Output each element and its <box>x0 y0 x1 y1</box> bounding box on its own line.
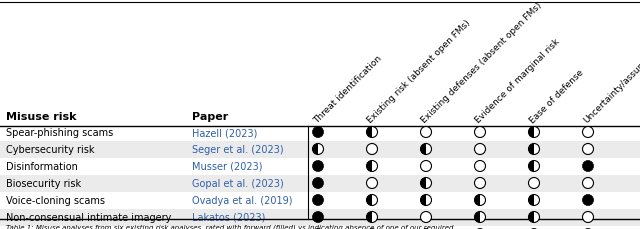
Circle shape <box>582 127 593 138</box>
Wedge shape <box>367 127 372 138</box>
Circle shape <box>420 178 431 189</box>
Wedge shape <box>529 195 534 206</box>
Wedge shape <box>367 212 372 223</box>
Text: Uncertainty/assumption: Uncertainty/assumption <box>582 42 640 124</box>
Text: Ease of defense: Ease of defense <box>527 67 585 124</box>
Circle shape <box>474 195 486 206</box>
Wedge shape <box>420 178 426 189</box>
Text: Paper: Paper <box>192 112 228 121</box>
Circle shape <box>474 178 486 189</box>
Circle shape <box>529 195 540 206</box>
Circle shape <box>529 212 540 223</box>
Circle shape <box>582 212 593 223</box>
Wedge shape <box>474 212 480 223</box>
Wedge shape <box>529 144 534 155</box>
Circle shape <box>420 212 431 223</box>
Text: Disinformation: Disinformation <box>6 161 78 171</box>
Circle shape <box>312 178 323 189</box>
Circle shape <box>529 144 540 155</box>
Text: Spear-phishing scams: Spear-phishing scams <box>6 128 113 137</box>
Circle shape <box>420 195 431 206</box>
Text: Gopal et al. (2023): Gopal et al. (2023) <box>192 178 284 188</box>
Text: Musser (2023): Musser (2023) <box>192 161 262 171</box>
Wedge shape <box>312 144 318 155</box>
Circle shape <box>474 144 486 155</box>
Text: Existing defenses (absent open FMs): Existing defenses (absent open FMs) <box>420 1 543 124</box>
Bar <box>0 175 640 192</box>
Circle shape <box>582 161 593 172</box>
Circle shape <box>420 127 431 138</box>
Circle shape <box>420 144 431 155</box>
Circle shape <box>367 144 378 155</box>
Text: Existing risk (absent open FMs): Existing risk (absent open FMs) <box>365 18 472 124</box>
Text: Misuse risk: Misuse risk <box>6 112 77 121</box>
Wedge shape <box>474 195 480 206</box>
Wedge shape <box>420 144 426 155</box>
Circle shape <box>367 127 378 138</box>
Wedge shape <box>367 195 372 206</box>
Circle shape <box>582 178 593 189</box>
Wedge shape <box>529 212 534 223</box>
Text: Voice-cloning scams: Voice-cloning scams <box>6 195 105 205</box>
Circle shape <box>474 161 486 172</box>
Circle shape <box>367 178 378 189</box>
Text: Lakatos (2023): Lakatos (2023) <box>192 212 266 222</box>
Bar <box>0 209 640 226</box>
Circle shape <box>367 161 378 172</box>
Wedge shape <box>367 161 372 172</box>
Text: Cybersecurity risk: Cybersecurity risk <box>6 144 95 154</box>
Circle shape <box>420 161 431 172</box>
Text: Non-consensual intimate imagery: Non-consensual intimate imagery <box>6 212 172 222</box>
Circle shape <box>529 161 540 172</box>
Circle shape <box>312 195 323 206</box>
Circle shape <box>582 195 593 206</box>
Bar <box>0 141 640 158</box>
Text: Table 1: Misuse analyses from six existing risk analyses, rated with forward (fi: Table 1: Misuse analyses from six existi… <box>6 223 454 229</box>
Circle shape <box>529 178 540 189</box>
Wedge shape <box>529 161 534 172</box>
Text: Evidence of marginal risk: Evidence of marginal risk <box>474 37 561 124</box>
Text: Ovadya et al. (2019): Ovadya et al. (2019) <box>192 195 292 205</box>
Wedge shape <box>529 127 534 138</box>
Text: Seger et al. (2023): Seger et al. (2023) <box>192 144 284 154</box>
Circle shape <box>582 144 593 155</box>
Circle shape <box>312 212 323 223</box>
Text: Hazell (2023): Hazell (2023) <box>192 128 257 137</box>
Text: Biosecurity risk: Biosecurity risk <box>6 178 81 188</box>
Circle shape <box>474 212 486 223</box>
Text: Threat identification: Threat identification <box>312 53 383 124</box>
Circle shape <box>312 144 323 155</box>
Circle shape <box>367 212 378 223</box>
Wedge shape <box>420 195 426 206</box>
Circle shape <box>529 127 540 138</box>
Circle shape <box>312 161 323 172</box>
Circle shape <box>474 127 486 138</box>
Circle shape <box>367 195 378 206</box>
Circle shape <box>312 127 323 138</box>
